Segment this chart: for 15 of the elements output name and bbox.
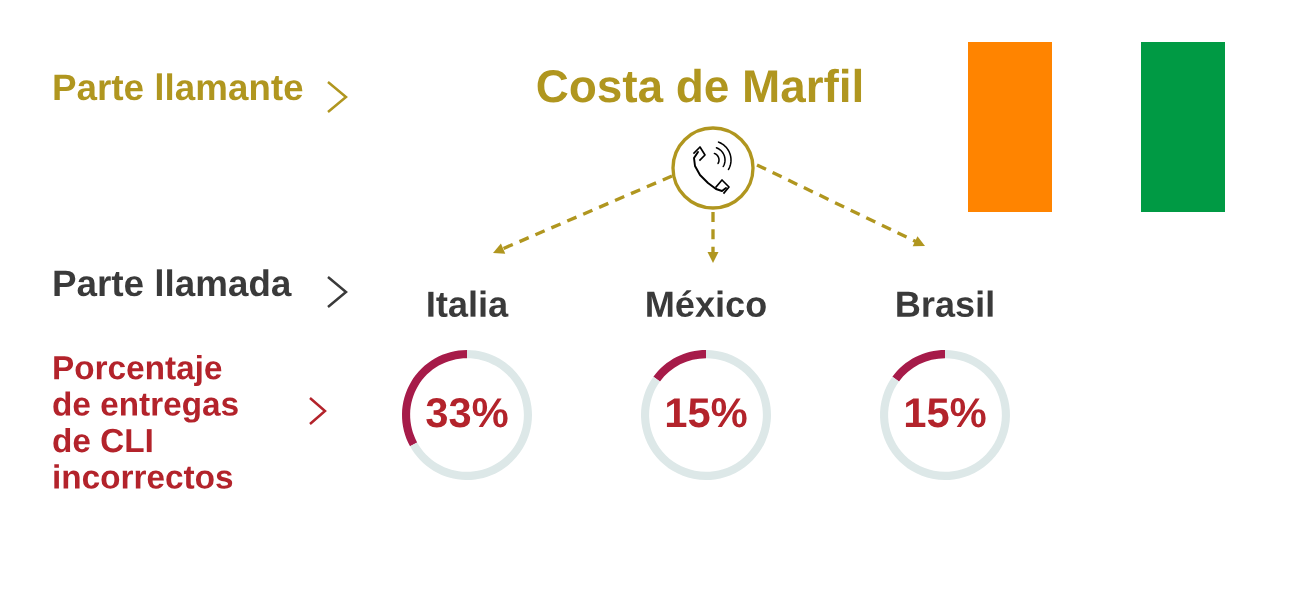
data-label: 15% bbox=[905, 398, 986, 428]
text: Porcentaje de entregas de CLI incorrectos bbox=[53, 355, 238, 489]
chart-title: Italia bbox=[428, 290, 509, 318]
text: Parte llamada bbox=[54, 269, 292, 297]
chart-title: Brasil bbox=[897, 290, 993, 318]
donut-slice bbox=[641, 350, 771, 480]
data-label: 33% bbox=[426, 397, 508, 428]
text: Parte llamante bbox=[54, 73, 303, 101]
data-label: 15% bbox=[666, 398, 747, 428]
donut-slice bbox=[410, 350, 532, 480]
donut-slice bbox=[880, 350, 1010, 480]
text: Costa de Marfil bbox=[537, 68, 862, 103]
chart-title: México bbox=[647, 290, 766, 318]
donut-slice bbox=[653, 350, 706, 382]
donut-slice bbox=[892, 350, 945, 382]
